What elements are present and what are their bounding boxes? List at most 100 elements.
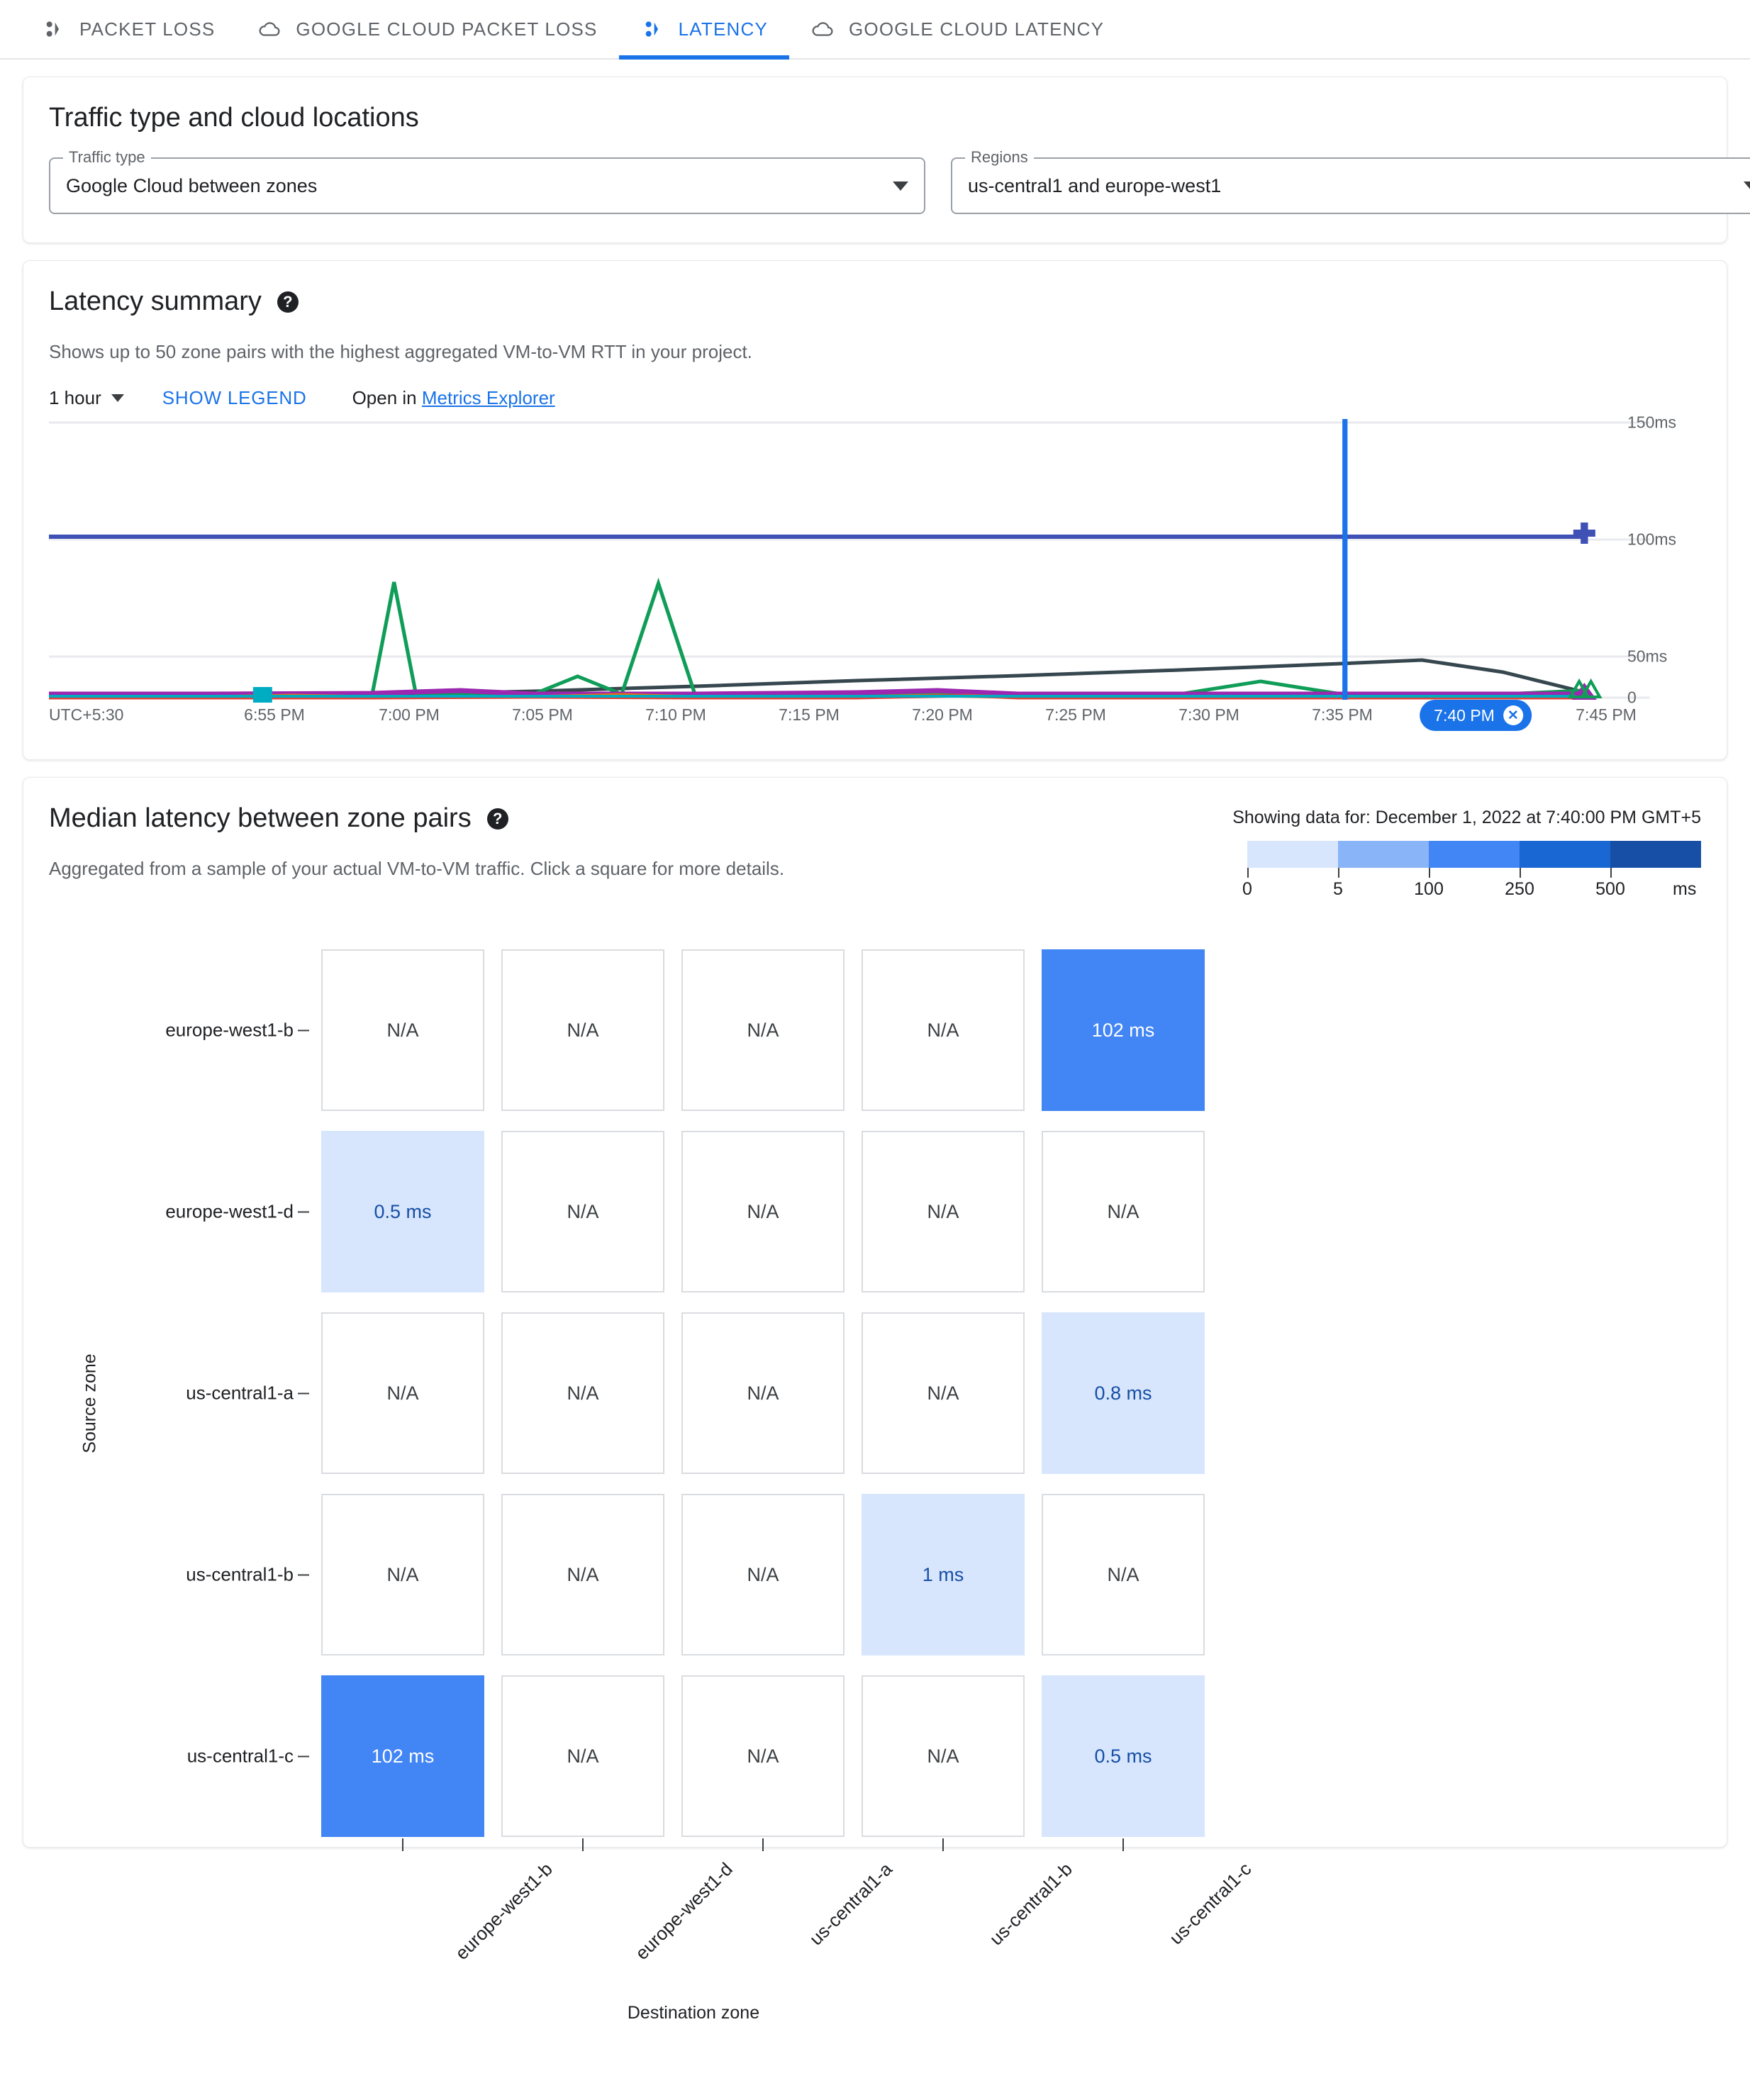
- regions-select[interactable]: Regions us-central1 and europe-west1: [951, 148, 1750, 214]
- help-icon[interactable]: ?: [486, 808, 508, 830]
- median-latency-card: Median latency between zone pairs ? Aggr…: [23, 777, 1727, 2023]
- heatmap-cell-0-4[interactable]: 102 ms: [1042, 949, 1205, 1111]
- row-label-2: us-central1-a: [186, 1383, 309, 1404]
- selected-time-chip[interactable]: 7:40 PM ✕: [1420, 700, 1532, 731]
- series-marker-square-cyan: [252, 687, 272, 703]
- heatmap-cell-4-3[interactable]: N/A: [862, 1675, 1025, 1837]
- packet-loss-icon: [41, 17, 65, 41]
- y-tick-100: 100ms: [1627, 530, 1677, 549]
- open-in-text: Open in Metrics Explorer: [352, 387, 555, 409]
- traffic-type-select[interactable]: Traffic type Google Cloud between zones: [49, 148, 925, 214]
- heatmap-cell-0-2[interactable]: N/A: [681, 949, 845, 1111]
- x-tick-timezone: UTC+5:30: [49, 705, 124, 724]
- heatmap-cell-1-2[interactable]: N/A: [681, 1131, 845, 1292]
- chevron-down-icon[interactable]: [111, 394, 124, 402]
- scale-tick-1: 5: [1333, 879, 1343, 899]
- heatmap-cell-2-2[interactable]: N/A: [681, 1312, 845, 1474]
- heatmap-cell-0-1[interactable]: N/A: [501, 949, 664, 1111]
- heatmap-cell-4-2[interactable]: N/A: [681, 1675, 845, 1837]
- heatmap-row-labels: europe-west1-b europe-west1-d us-central…: [49, 939, 309, 1767]
- heatmap-description: Aggregated from a sample of your actual …: [49, 858, 785, 879]
- heatmap-cell-4-1[interactable]: N/A: [501, 1675, 664, 1837]
- scale-tick-4: 500: [1595, 879, 1625, 899]
- heatmap-cell-2-3[interactable]: N/A: [862, 1312, 1025, 1474]
- chevron-down-icon[interactable]: [1744, 181, 1750, 191]
- x-axis-labels: UTC+5:30 6:55 PM 7:00 PM 7:05 PM 7:10 PM…: [49, 700, 1701, 734]
- heatmap-cell-1-0[interactable]: 0.5 ms: [321, 1131, 484, 1292]
- scale-swatch-4: [1610, 841, 1701, 868]
- filter-row: Traffic type Google Cloud between zones …: [49, 148, 1750, 214]
- close-icon[interactable]: ✕: [1503, 705, 1523, 725]
- row-label-1: europe-west1-d: [165, 1201, 309, 1223]
- tab-packet-loss[interactable]: Packet loss: [20, 0, 236, 58]
- heatmap-grid-area: Source zone europe-west1-b europe-west1-…: [49, 939, 1701, 2023]
- regions-label: Regions: [965, 148, 1034, 167]
- latency-summary-title: Latency summary ?: [49, 286, 1701, 317]
- scale-tick-0: 0: [1242, 879, 1252, 899]
- showing-data-for-label: Showing data for: December 1, 2022 at 7:…: [1232, 808, 1701, 827]
- traffic-type-value: Google Cloud between zones: [66, 174, 318, 196]
- traffic-filters-card: Traffic type and cloud locations Traffic…: [23, 77, 1750, 243]
- tab-label: Packet loss: [79, 18, 216, 40]
- metrics-explorer-link[interactable]: Metrics Explorer: [421, 387, 555, 408]
- y-tick-150: 150ms: [1627, 413, 1677, 432]
- x-tick-3: 7:10 PM: [645, 705, 706, 724]
- latency-summary-title-text: Latency summary: [49, 286, 262, 316]
- selected-time-label: 7:40 PM: [1434, 705, 1495, 725]
- series-marker-plus-indigo: [1573, 523, 1595, 544]
- destination-zone-axis-title: Destination zone: [627, 2003, 760, 2023]
- heatmap-cell-3-4[interactable]: N/A: [1042, 1494, 1205, 1655]
- color-scale-legend: Showing data for: December 1, 2022 at 7:…: [1205, 803, 1701, 900]
- heatmap-cell-4-4[interactable]: 0.5 ms: [1042, 1675, 1205, 1837]
- heatmap-cell-3-3[interactable]: 1 ms: [862, 1494, 1025, 1655]
- latency-summary-card: Latency summary ? Shows up to 50 zone pa…: [23, 260, 1727, 760]
- tab-google-cloud-packet-loss[interactable]: Google Cloud packet loss: [236, 0, 618, 58]
- traffic-type-label: Traffic type: [63, 148, 151, 167]
- heatmap-cell-1-4[interactable]: N/A: [1042, 1131, 1205, 1292]
- heatmap-cell-1-3[interactable]: N/A: [862, 1131, 1025, 1292]
- heatmap-cell-2-0[interactable]: N/A: [321, 1312, 484, 1474]
- heatmap-cell-3-1[interactable]: N/A: [501, 1494, 664, 1655]
- time-range-select[interactable]: 1 hour: [49, 387, 124, 409]
- scale-tick-2: 100: [1414, 879, 1444, 899]
- col-label-0: europe-west1-b: [450, 1858, 557, 1964]
- x-tick-5: 7:20 PM: [912, 705, 973, 724]
- time-range-value: 1 hour: [49, 387, 101, 408]
- series-marker-triangle-green: [1568, 678, 1603, 698]
- series-line-3: [49, 688, 1584, 697]
- heatmap-cell-0-3[interactable]: N/A: [862, 949, 1025, 1111]
- show-legend-button[interactable]: SHOW LEGEND: [162, 387, 307, 408]
- heatmap-cell-0-0[interactable]: N/A: [321, 949, 484, 1111]
- scale-swatch-0: [1247, 841, 1338, 868]
- x-tick-0: 6:55 PM: [244, 705, 305, 724]
- tab-label: Google Cloud latency: [849, 18, 1105, 40]
- tab-google-cloud-latency[interactable]: Google Cloud latency: [789, 0, 1125, 58]
- line-chart-svg[interactable]: [49, 419, 1701, 703]
- cloud-icon: [810, 17, 835, 41]
- scale-swatch-2: [1429, 841, 1520, 868]
- col-label-4: us-central1-c: [1165, 1858, 1256, 1949]
- scale-swatch-3: [1520, 841, 1610, 868]
- heatmap-cell-4-0[interactable]: 102 ms: [321, 1675, 484, 1837]
- x-tick-10: 7:45 PM: [1576, 705, 1637, 724]
- y-tick-0: 0: [1627, 688, 1637, 707]
- color-scale-ticks: 0 5 100 250 500 ms: [1242, 868, 1701, 900]
- heatmap-cell-1-1[interactable]: N/A: [501, 1131, 664, 1292]
- scale-tick-3: 250: [1505, 879, 1534, 899]
- chart-toolbar: 1 hour SHOW LEGEND Open in Metrics Explo…: [49, 387, 1701, 409]
- chevron-down-icon[interactable]: [893, 181, 908, 191]
- tab-latency[interactable]: Latency: [618, 0, 790, 60]
- heatmap-cell-2-4[interactable]: 0.8 ms: [1042, 1312, 1205, 1474]
- open-in-label: Open in: [352, 387, 417, 408]
- scale-unit: ms: [1673, 879, 1697, 899]
- latency-line-chart[interactable]: 150ms 100ms 50ms 0 UTC+5:30 6:55 PM 7:00…: [49, 413, 1701, 734]
- heatmap-cell-2-1[interactable]: N/A: [501, 1312, 664, 1474]
- heatmap-cell-3-0[interactable]: N/A: [321, 1494, 484, 1655]
- help-icon[interactable]: ?: [277, 291, 299, 313]
- color-scale-bar: [1247, 841, 1701, 868]
- x-tick-4: 7:15 PM: [779, 705, 840, 724]
- heatmap-header: Median latency between zone pairs ? Aggr…: [49, 803, 1701, 904]
- heatmap-cell-3-2[interactable]: N/A: [681, 1494, 845, 1655]
- latency-icon: [640, 17, 664, 41]
- scale-swatch-1: [1338, 841, 1429, 868]
